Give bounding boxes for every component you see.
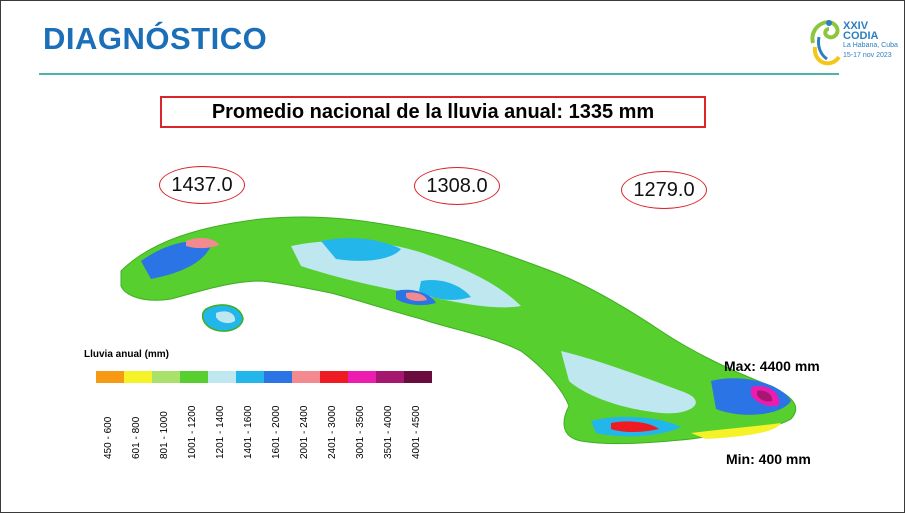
legend-item: 4001 - 4500	[404, 371, 432, 461]
region-west-value: 1437.0	[159, 166, 245, 204]
legend-label: 1201 - 1400	[215, 405, 226, 459]
max-rainfall-label: Max: 4400 mm	[724, 358, 820, 374]
legend-swatch	[124, 371, 152, 383]
legend-label: 3001 - 3500	[355, 405, 366, 459]
legend-item: 1601 - 2000	[264, 371, 292, 461]
logo-line-2: CODIA	[843, 30, 879, 42]
legend-swatch	[320, 371, 348, 383]
legend-label: 1601 - 2000	[271, 405, 282, 459]
legend-item: 801 - 1000	[152, 371, 180, 461]
legend-title: Lluvia anual (mm)	[84, 349, 170, 360]
legend-swatch	[292, 371, 320, 383]
legend-item: 3501 - 4000	[376, 371, 404, 461]
logo-line-4: 15-17 nov 2023	[843, 52, 892, 59]
rain-zone-1601-2000-west	[141, 241, 211, 279]
rain-zone-3501-4000-east	[757, 390, 773, 402]
logo-line-3: La Habana, Cuba	[843, 42, 898, 49]
rain-zone-2001-2400-center	[406, 292, 427, 301]
legend-swatch	[404, 371, 432, 383]
legend-label: 601 - 800	[131, 416, 142, 459]
legend-swatch	[348, 371, 376, 383]
legend-item: 1201 - 1400	[208, 371, 236, 461]
legend-item: 1401 - 1600	[236, 371, 264, 461]
legend-item: 1001 - 1200	[180, 371, 208, 461]
legend-label: 3501 - 4000	[383, 405, 394, 459]
rain-zone-1401-1600	[321, 238, 401, 261]
legend-item: 3001 - 3500	[348, 371, 376, 461]
rain-zone-2001-2400-west	[186, 238, 219, 249]
legend-label: 801 - 1000	[159, 411, 170, 459]
rain-zone-601-800	[691, 423, 781, 439]
page-title: DIAGNÓSTICO	[43, 21, 268, 56]
min-rainfall-label: Min: 400 mm	[726, 451, 811, 467]
codia-logo: XXIV CODIA La Habana, Cuba 15-17 nov 202…	[805, 13, 901, 73]
legend-label: 2001 - 2400	[299, 405, 310, 459]
legend-label: 4001 - 4500	[411, 405, 422, 459]
legend-item: 2401 - 3000	[320, 371, 348, 461]
legend-item: 2001 - 2400	[292, 371, 320, 461]
isla-center	[216, 311, 236, 324]
legend-swatch	[208, 371, 236, 383]
logo-line-1: XXIV	[843, 20, 869, 32]
legend-label: 2401 - 3000	[327, 405, 338, 459]
codia-logo-icon	[810, 20, 841, 66]
region-center-value: 1308.0	[414, 167, 500, 205]
legend-swatch	[152, 371, 180, 383]
rain-zone-1601-2000-east	[711, 378, 791, 415]
legend-swatch	[96, 371, 124, 383]
rain-zone-1401-1600-b	[419, 279, 471, 300]
legend-label: 1401 - 1600	[243, 405, 254, 459]
region-east-value: 1279.0	[621, 171, 707, 209]
national-average-box: Promedio nacional de la lluvia anual: 13…	[160, 96, 706, 128]
legend-swatch	[264, 371, 292, 383]
legend-item: 450 - 600	[96, 371, 124, 461]
legend-swatch	[236, 371, 264, 383]
rain-zone-2401-3000-south	[611, 421, 659, 432]
legend-label: 450 - 600	[103, 416, 114, 459]
legend-swatch	[180, 371, 208, 383]
rain-zone-1201-1400-east	[561, 351, 696, 414]
cuba-rainfall-map	[120, 216, 797, 445]
legend-swatch	[376, 371, 404, 383]
title-divider	[39, 73, 839, 75]
legend-item: 601 - 800	[124, 371, 152, 461]
legend-label: 1001 - 1200	[187, 405, 198, 459]
rainfall-legend: 450 - 600 601 - 800 801 - 1000 1001 - 1200 1…	[96, 371, 432, 461]
